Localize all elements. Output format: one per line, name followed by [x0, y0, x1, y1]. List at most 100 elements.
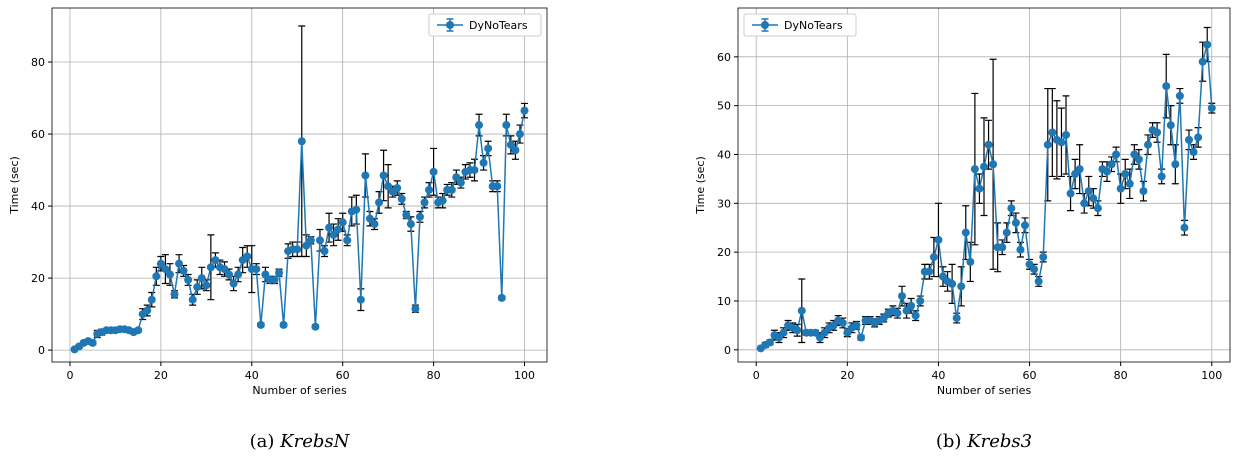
point [338, 218, 347, 227]
point [984, 140, 993, 149]
point [438, 196, 447, 205]
point [948, 279, 957, 288]
point [1043, 140, 1052, 149]
x-tick-label: 100 [514, 369, 535, 382]
point [311, 322, 320, 331]
point [1116, 184, 1125, 193]
point [334, 225, 343, 234]
plot-frame [51, 7, 548, 363]
point [261, 270, 270, 279]
point [220, 265, 229, 274]
point [797, 306, 806, 315]
point [420, 198, 429, 207]
x-tick-label: 100 [1201, 369, 1222, 382]
point [143, 306, 152, 315]
point [966, 257, 975, 266]
point [1203, 40, 1212, 49]
x-tick-label: 0 [66, 369, 73, 382]
point [320, 247, 329, 256]
point [234, 270, 243, 279]
x-tick-label: 40 [931, 369, 945, 382]
point [470, 166, 479, 175]
point [429, 167, 438, 176]
subplot: 0 20 40 60 80 0 20 40 60 80 100 Number of series Tim… [8, 7, 548, 452]
x-axis-label: Number of series [937, 384, 1032, 397]
x-tick-label: 80 [427, 369, 441, 382]
point [1011, 218, 1020, 227]
point [1034, 277, 1043, 286]
point [1021, 221, 1029, 230]
point [970, 165, 979, 174]
point [402, 211, 411, 220]
point [165, 270, 174, 279]
y-tick-label: 60 [717, 51, 731, 64]
x-tick-label: 80 [1114, 369, 1128, 382]
point [406, 220, 415, 229]
x-tick-label: 20 [154, 369, 168, 382]
point [356, 295, 365, 304]
point [147, 295, 156, 304]
legend-label: DyNoTears [784, 19, 843, 32]
point [456, 178, 465, 187]
point [1134, 155, 1143, 164]
x-tick-label: 60 [336, 369, 350, 382]
y-tick-label: 40 [31, 200, 45, 213]
point [1048, 128, 1057, 137]
point [156, 259, 165, 268]
point [170, 290, 179, 299]
point [929, 253, 938, 262]
point [852, 321, 861, 330]
point [998, 243, 1007, 252]
legend-label: DyNoTears [469, 19, 528, 32]
point [397, 194, 406, 203]
point [275, 268, 284, 277]
point [134, 326, 143, 335]
point [1198, 57, 1207, 66]
y-tick-label: 50 [717, 100, 731, 113]
point [916, 296, 925, 305]
point [497, 293, 506, 302]
x-tick-label: 0 [753, 369, 760, 382]
legend-box [428, 13, 542, 37]
point [1139, 187, 1148, 196]
point [211, 256, 220, 265]
point [484, 144, 493, 153]
point [1162, 82, 1171, 91]
point [252, 265, 261, 274]
subplot: 0 10 20 30 40 50 60 0 20 40 60 80 100 Number of serie… [694, 7, 1231, 452]
point [765, 338, 774, 347]
point [925, 267, 934, 276]
point [1080, 199, 1089, 208]
point [961, 228, 970, 237]
y-tick-label: 30 [717, 197, 731, 210]
point [1039, 253, 1048, 262]
point [1144, 140, 1152, 149]
point [1121, 170, 1130, 179]
point [315, 236, 324, 245]
caption-label: (a) [250, 431, 275, 452]
legend-box [743, 13, 857, 37]
point [1057, 138, 1066, 147]
point [1093, 204, 1102, 213]
point [306, 236, 315, 245]
point [934, 235, 943, 244]
point [779, 328, 788, 337]
point [1194, 133, 1203, 142]
point [893, 309, 902, 318]
point [980, 162, 988, 171]
point [511, 146, 520, 155]
series-line [760, 44, 1213, 349]
point [1107, 160, 1116, 169]
point [302, 241, 311, 250]
point [343, 236, 352, 245]
point [352, 205, 361, 214]
point [175, 259, 184, 268]
point [1084, 187, 1093, 196]
point [1030, 265, 1039, 274]
point [1157, 172, 1166, 181]
y-tick-label: 40 [717, 148, 731, 161]
point [1207, 104, 1216, 113]
point [379, 171, 388, 180]
point [1007, 204, 1016, 213]
